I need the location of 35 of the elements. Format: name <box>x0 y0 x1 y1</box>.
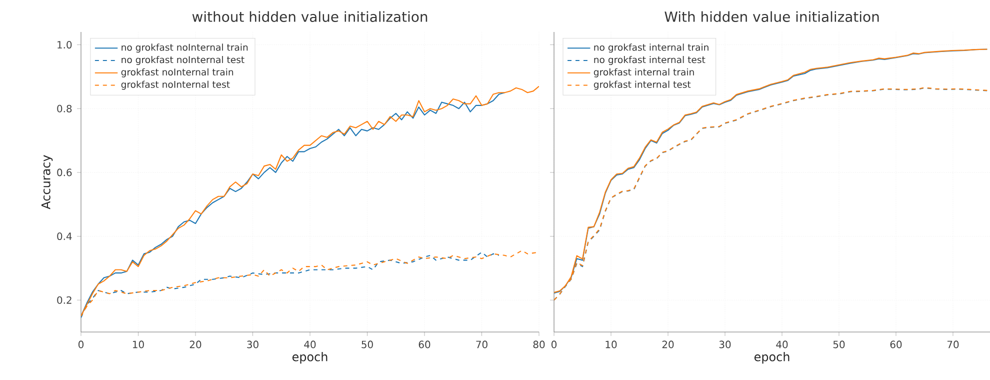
x-tick-label: 10 <box>133 340 144 348</box>
x-tick-label: 50 <box>362 340 373 348</box>
x-tick-label: 30 <box>719 340 731 348</box>
legend-label: no grokfast internal train <box>594 44 708 53</box>
y-tick-label: 0.4 <box>57 232 72 240</box>
x-tick-label: 20 <box>190 340 202 348</box>
x-tick-label: 80 <box>533 340 545 348</box>
x-tick-label: 20 <box>662 340 674 348</box>
x-tick-label: 70 <box>476 340 488 348</box>
legend-label: no grokfast internal test <box>594 56 706 65</box>
legend-label: no grokfast noInternal test <box>122 56 244 65</box>
x-tick-label: 50 <box>833 340 845 348</box>
chart-title: With hidden value initialization <box>664 11 879 22</box>
x-tick-label: 60 <box>890 340 902 348</box>
legend-label: no grokfast noInternal train <box>122 44 248 53</box>
y-axis-title: Accuracy <box>41 155 53 210</box>
y-tick-label: 1.0 <box>58 41 72 49</box>
x-axis-title: epoch <box>754 352 790 364</box>
x-axis-title: epoch <box>292 352 328 364</box>
y-tick-label: 0.2 <box>57 296 72 304</box>
legend-label: grokfast noInternal train <box>121 68 234 78</box>
legend-label: grokfast internal train <box>594 68 694 78</box>
x-tick-label: 70 <box>947 340 959 348</box>
x-tick-label: 30 <box>247 340 258 348</box>
x-tick-label: 10 <box>606 340 617 348</box>
x-tick-label: 40 <box>776 340 788 348</box>
chart-title: without hidden value initialization <box>192 11 428 22</box>
y-tick-label: 0.6 <box>57 168 72 176</box>
x-tick-label: 60 <box>418 340 430 348</box>
y-tick-label: 0.8 <box>57 104 72 112</box>
legend-label: grokfast internal test <box>594 80 691 90</box>
legend-label: grokfast noInternal test <box>121 80 230 90</box>
x-tick-label: 40 <box>304 340 316 348</box>
x-tick-label: 0 <box>552 340 557 348</box>
x-tick-label: 0 <box>78 340 84 348</box>
